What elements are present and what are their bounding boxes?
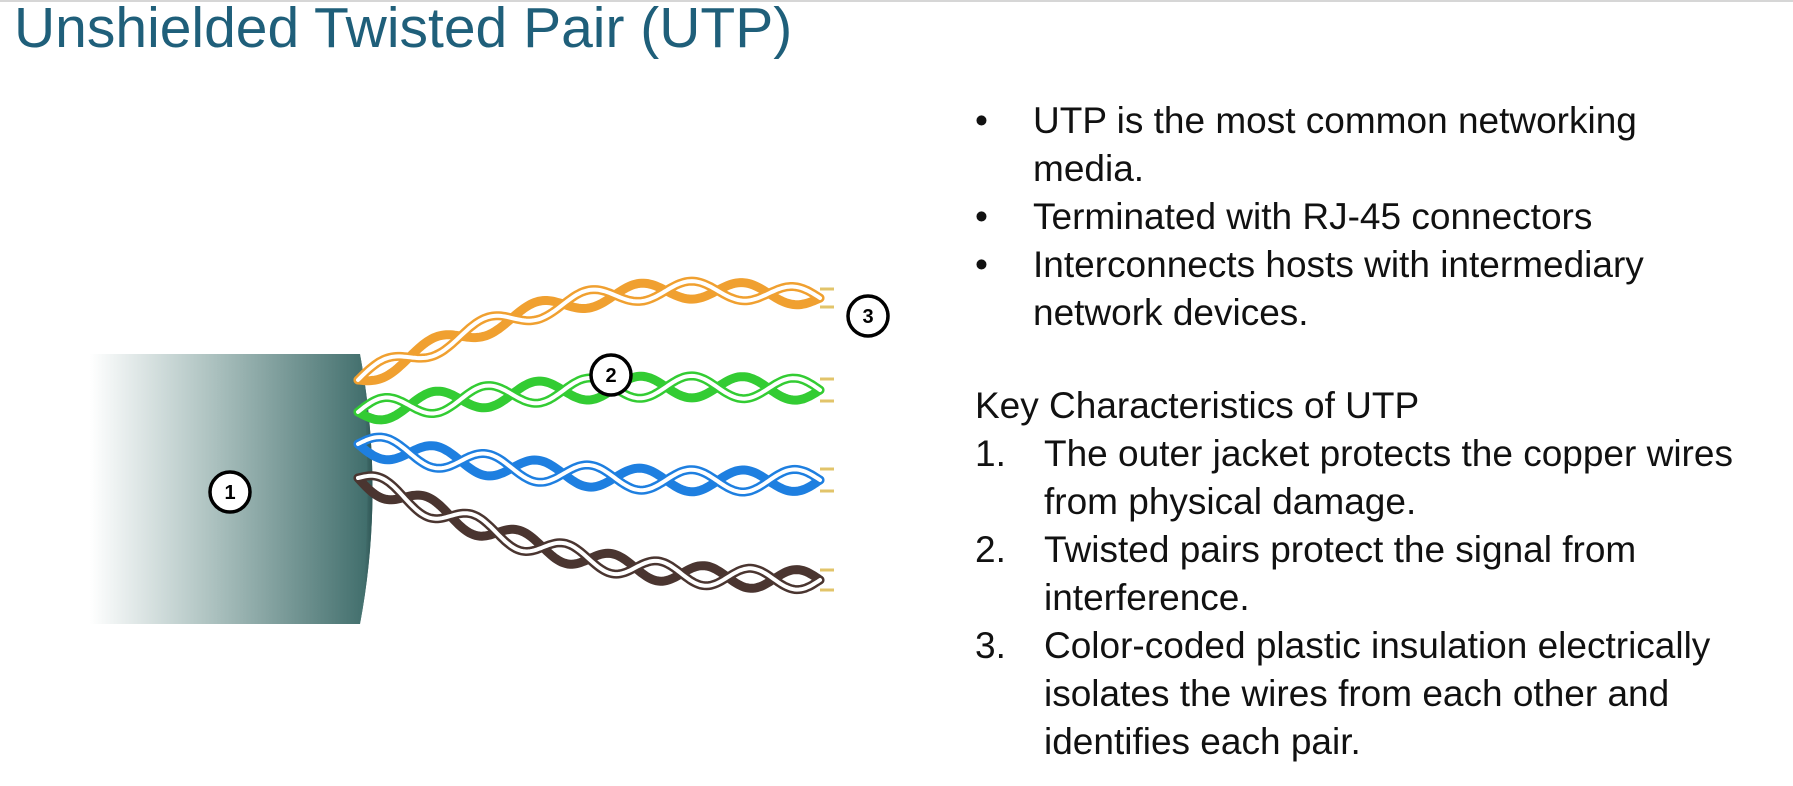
orange-pair-solid-wire (353, 278, 825, 386)
jacket-end-face (360, 354, 373, 624)
key-characteristics-heading: Key Characteristics of UTP (975, 385, 1420, 426)
utp-cable-diagram: 1 2 3 (90, 276, 890, 624)
brown-pair (353, 471, 834, 595)
green-pair-solid-wire (353, 371, 825, 425)
callout-3: 3 (846, 294, 890, 338)
bullet-item: UTP is the most common networking media. (975, 97, 1735, 193)
orange-pair-striped-wire (353, 276, 825, 385)
item-number: 2. (975, 529, 1006, 570)
blue-pair (353, 432, 834, 497)
callout-1-label: 1 (224, 482, 235, 504)
blue-pair-solid-wire (353, 439, 825, 497)
bullet-item: Interconnects hosts with intermediary ne… (975, 241, 1735, 337)
item-text: The outer jacket protects the copper wir… (1044, 433, 1733, 522)
orange-pair-stripe (356, 279, 822, 382)
bullet-item: Terminated with RJ-45 connectors (975, 193, 1735, 241)
green-pair (353, 371, 834, 425)
callout-3-label: 3 (862, 306, 873, 328)
item-text: Twisted pairs protect the signal from in… (1044, 529, 1637, 618)
orange-pair (353, 276, 834, 386)
callout-2-label: 2 (605, 365, 616, 387)
item-number: 1. (975, 433, 1006, 474)
blue-pair-stripe (356, 435, 822, 494)
brown-pair-stripe (356, 473, 822, 592)
callout-2: 2 (589, 353, 633, 397)
item-text: Color-coded plastic insulation electrica… (1044, 625, 1711, 762)
slide-title: Unshielded Twisted Pair (UTP) (14, 0, 793, 60)
bullet-list: UTP is the most common networking media.… (975, 97, 1735, 337)
twisted-pairs (353, 276, 834, 595)
green-pair-stripe (356, 373, 822, 416)
characteristic-item: 2. Twisted pairs protect the signal from… (975, 526, 1735, 622)
callout-1: 1 (208, 470, 252, 514)
top-rule (0, 0, 1793, 2)
characteristic-item: 1. The outer jacket protects the copper … (975, 430, 1735, 526)
key-characteristics-list: 1. The outer jacket protects the copper … (975, 430, 1735, 766)
characteristic-item: 3. Color-coded plastic insulation electr… (975, 622, 1735, 766)
item-number: 3. (975, 625, 1006, 666)
